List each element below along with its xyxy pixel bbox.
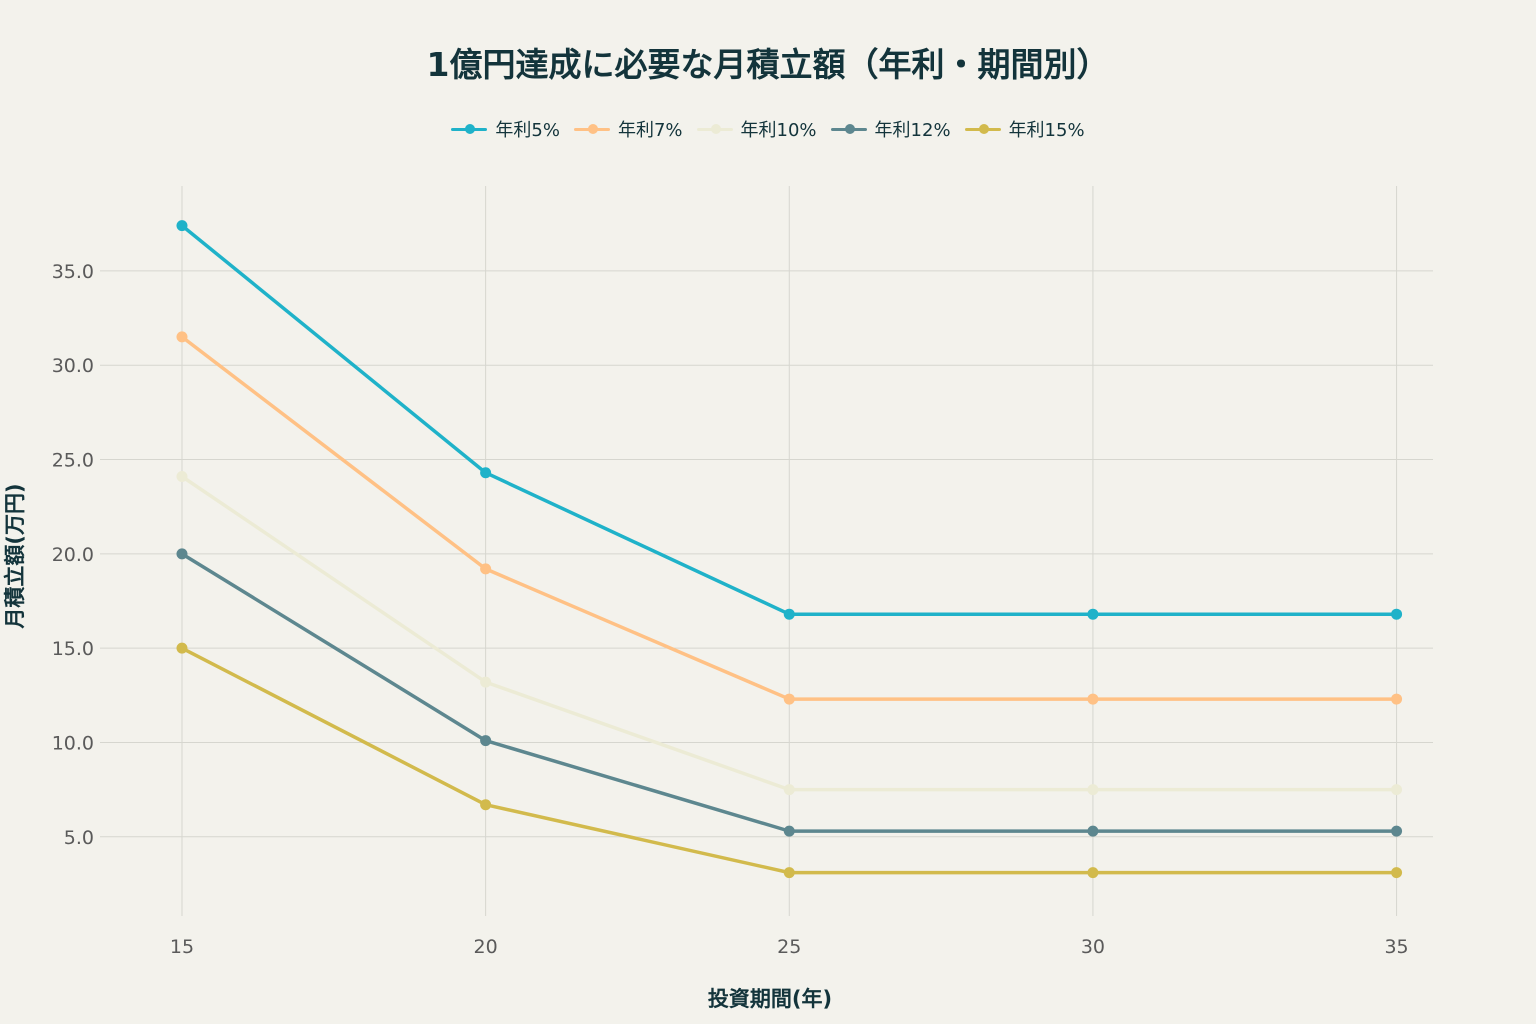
x-tick-label: 30 xyxy=(1081,936,1105,958)
chart-title: 1億円達成に必要な月積立額（年利・期間別） xyxy=(426,45,1110,84)
data-point[interactable] xyxy=(1391,784,1403,796)
data-point[interactable] xyxy=(783,825,795,837)
legend-swatch xyxy=(964,124,1001,134)
y-axis-title: 月積立額(万円) xyxy=(3,483,27,629)
data-point[interactable] xyxy=(176,470,188,482)
data-point[interactable] xyxy=(783,784,795,796)
data-point[interactable] xyxy=(1391,825,1403,837)
legend-item[interactable]: 年利5% xyxy=(451,116,560,142)
legend-swatch xyxy=(451,124,488,134)
series-group xyxy=(176,642,1403,879)
y-tick-label: 35.0 xyxy=(52,261,94,283)
ticks: 15 20 25 30 35 5.0 10.0 15.0 20.0 25.0 30.0 35.0 xyxy=(52,261,1409,958)
legend-item[interactable]: 年利7% xyxy=(573,116,683,142)
x-axis-title: 投資期間(年) xyxy=(708,987,832,1011)
legend-item[interactable]: 年利12% xyxy=(830,116,951,142)
legend-label: 年利5% xyxy=(495,120,560,141)
x-tick-label: 20 xyxy=(474,936,498,958)
data-point[interactable] xyxy=(480,676,492,688)
x-tick-label: 25 xyxy=(777,936,801,958)
legend-label: 年利7% xyxy=(617,120,683,141)
data-point[interactable] xyxy=(1391,867,1403,879)
legend-label: 年利15% xyxy=(1008,120,1085,141)
y-tick-label: 15.0 xyxy=(52,638,94,660)
legend-label: 年利10% xyxy=(740,120,817,141)
legend-swatch xyxy=(696,124,733,134)
series-group xyxy=(176,470,1403,796)
data-point[interactable] xyxy=(176,331,188,343)
data-point[interactable] xyxy=(176,642,188,654)
legend-item[interactable]: 年利15% xyxy=(964,116,1085,142)
series-group xyxy=(176,220,1403,620)
grid xyxy=(100,186,1433,916)
legend-swatch xyxy=(573,124,610,134)
data-point[interactable] xyxy=(1391,608,1403,620)
data-point[interactable] xyxy=(1391,693,1403,705)
legend-swatch xyxy=(830,124,867,134)
y-tick-label: 25.0 xyxy=(52,450,94,472)
x-tick-label: 15 xyxy=(170,936,194,958)
data-point[interactable] xyxy=(1087,825,1099,837)
data-point[interactable] xyxy=(1087,867,1099,879)
legend-item[interactable]: 年利10% xyxy=(696,116,817,142)
y-tick-label: 30.0 xyxy=(52,355,94,377)
data-point[interactable] xyxy=(783,608,795,620)
data-point[interactable] xyxy=(1087,784,1099,796)
data-point[interactable] xyxy=(480,799,492,811)
y-tick-label: 5.0 xyxy=(64,827,94,849)
data-point[interactable] xyxy=(176,548,188,560)
data-point[interactable] xyxy=(480,563,492,575)
x-tick-label: 35 xyxy=(1384,936,1408,958)
data-point[interactable] xyxy=(1087,693,1099,705)
data-point[interactable] xyxy=(480,467,492,479)
data-point[interactable] xyxy=(1087,608,1099,620)
series-group xyxy=(176,548,1403,837)
y-tick-label: 20.0 xyxy=(52,544,94,566)
data-point[interactable] xyxy=(783,867,795,879)
data-point[interactable] xyxy=(176,220,188,232)
y-tick-label: 10.0 xyxy=(52,732,94,754)
data-point[interactable] xyxy=(480,735,492,747)
series-group xyxy=(176,331,1403,705)
data-point[interactable] xyxy=(783,693,795,705)
legend-label: 年利12% xyxy=(874,120,951,141)
series-layer xyxy=(176,220,1403,879)
legend: 年利5% 年利7% 年利10% 年利12% 年利15% xyxy=(0,116,1536,142)
